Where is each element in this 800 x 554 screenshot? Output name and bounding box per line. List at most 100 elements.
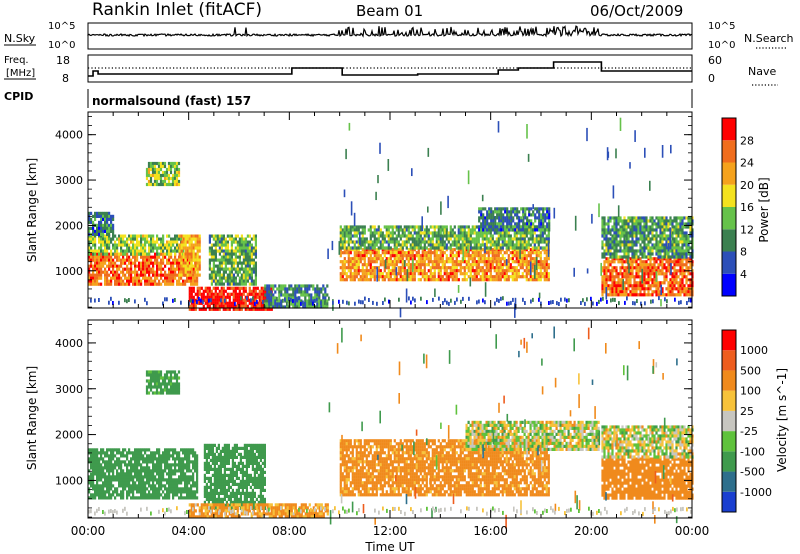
heatmap-streak: [376, 266, 378, 282]
heatmap-cell: [387, 225, 390, 229]
heatmap-cell: [659, 234, 662, 238]
heatmap-cell: [196, 295, 199, 299]
heatmap-cell: [88, 240, 91, 244]
heatmap-cell: [675, 287, 678, 291]
heatmap-cell: [403, 275, 406, 279]
heatmap-cell: [607, 219, 610, 223]
heatmap-cell: [242, 240, 245, 244]
heatmap-cell: [481, 248, 484, 252]
heatmap-cell: [347, 248, 350, 252]
heatmap-cell: [214, 301, 217, 305]
heatmap-cell: [542, 207, 545, 211]
heatmap-cell: [514, 207, 517, 211]
heatmap-cell: [136, 252, 139, 256]
heatmap-streak: [529, 261, 532, 276]
heatmap-cell: [489, 240, 492, 244]
heatmap-cell: [190, 261, 193, 265]
heatmap-cell: [276, 287, 279, 291]
heatmap-cell: [531, 251, 534, 255]
heatmap-cell: [635, 228, 638, 232]
heatmap-cell: [488, 207, 491, 211]
heatmap-cell: [669, 216, 672, 220]
heatmap-cell: [513, 275, 516, 279]
heatmap-cell: [240, 304, 243, 308]
heatmap-cell: [260, 298, 263, 302]
heatmap-noise: [210, 298, 212, 303]
heatmap-cell: [124, 249, 127, 253]
heatmap-cell: [148, 267, 151, 271]
heatmap-cell: [108, 255, 111, 259]
heatmap-cell: [254, 304, 257, 308]
heatmap-cell: [492, 222, 495, 226]
heatmap-cell: [489, 263, 492, 267]
heatmap-cell: [441, 246, 444, 250]
heatmap-cell: [254, 237, 257, 241]
heatmap-streak: [619, 117, 622, 131]
heatmap-cell: [601, 243, 604, 247]
heatmap-cell: [88, 270, 91, 274]
heatmap-cell: [687, 257, 690, 261]
heatmap-cell: [149, 182, 153, 187]
heatmap-cell: [162, 246, 165, 250]
heatmap-cell: [547, 275, 550, 279]
heatmap-cell: [675, 243, 678, 247]
heatmap-cell: [361, 251, 364, 255]
heatmap-cell: [190, 286, 193, 290]
heatmap-cell: [210, 234, 213, 238]
heatmap-cell: [357, 243, 360, 247]
heatmap-cell: [639, 275, 642, 279]
heatmap-cell: [92, 249, 95, 253]
heatmap-cell: [537, 234, 540, 238]
heatmap-cell: [188, 273, 191, 277]
heatmap-cell: [455, 269, 458, 273]
heatmap-cell: [155, 176, 159, 181]
heatmap-cell: [427, 278, 430, 282]
heatmap-cell: [154, 276, 157, 280]
heatmap-cell: [437, 260, 440, 264]
heatmap-cell: [353, 263, 356, 267]
heatmap-cell: [173, 170, 177, 175]
heatmap-cell: [188, 286, 191, 290]
heatmap-cell: [649, 278, 652, 282]
heatmap-cell: [248, 292, 251, 296]
heatmap-cell: [186, 276, 189, 280]
heatmap-cell: [465, 248, 468, 252]
heatmap-cell: [683, 272, 686, 276]
heatmap-cell: [629, 228, 632, 232]
heatmap-cell: [226, 282, 229, 286]
heatmap-cell: [136, 264, 139, 268]
heatmap-noise: [202, 300, 204, 305]
heatmap-cell: [357, 251, 360, 255]
heatmap-cell: [509, 240, 512, 244]
heatmap-cell: [343, 246, 346, 250]
heatmap-cell: [495, 231, 498, 235]
heatmap-cell: [124, 258, 127, 262]
heatmap-cell: [180, 267, 183, 271]
heatmap-cell: [413, 266, 416, 270]
heatmap-cell: [196, 279, 199, 283]
heatmap-cell: [180, 282, 183, 286]
heatmap-cell: [232, 237, 235, 241]
heatmap-streak: [484, 242, 486, 254]
heatmap-cell: [487, 251, 490, 255]
heatmap-cell: [405, 234, 408, 238]
heatmap-cell: [524, 216, 527, 220]
heatmap-cell: [449, 275, 452, 279]
nsky-tick-high: 10^5: [48, 21, 75, 32]
heatmap-cell: [447, 234, 450, 238]
heatmap-cell: [435, 278, 438, 282]
heatmap-cell: [495, 275, 498, 279]
heatmap-cell: [361, 263, 364, 267]
heatmap-streak: [667, 243, 670, 252]
heatmap-cell: [92, 273, 95, 277]
heatmap-cell: [254, 234, 257, 238]
heatmap-cell: [455, 257, 458, 261]
heatmap-cell: [533, 246, 536, 250]
heatmap-cell: [510, 207, 513, 211]
heatmap-cell: [437, 231, 440, 235]
heatmap-cell: [661, 290, 664, 294]
heatmap-cell: [242, 246, 245, 250]
heatmap-cell: [176, 249, 179, 253]
heatmap-cell: [371, 225, 374, 229]
heatmap-cell: [516, 210, 519, 214]
